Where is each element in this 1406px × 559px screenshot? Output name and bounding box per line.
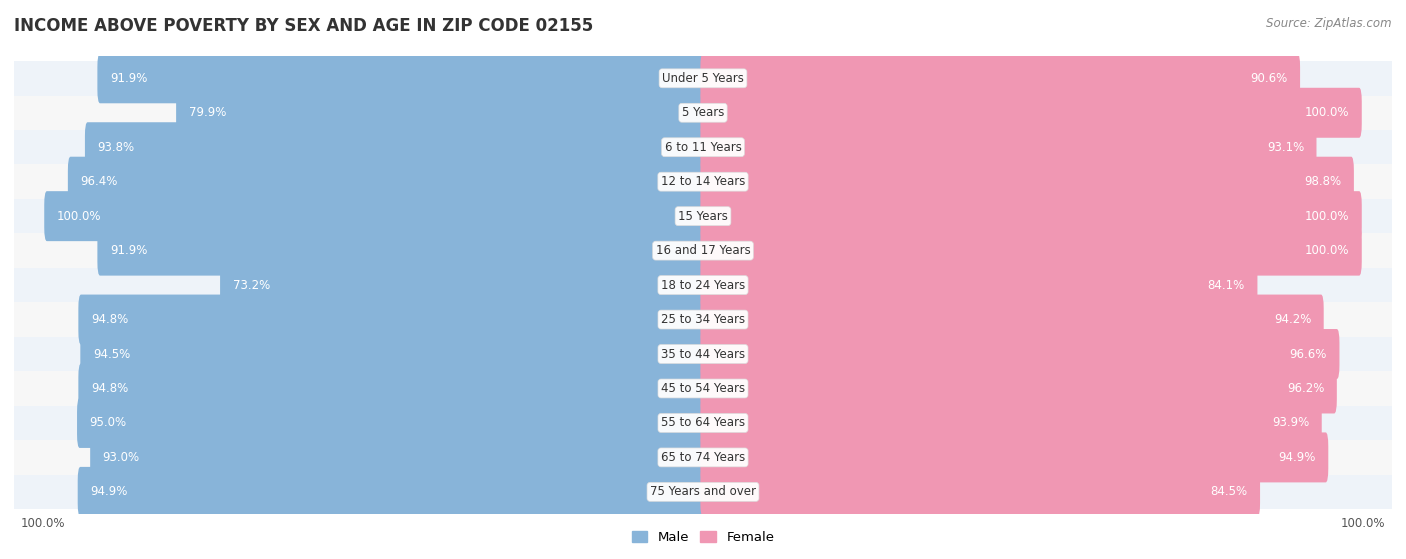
Text: 73.2%: 73.2%: [232, 278, 270, 292]
Text: 100.0%: 100.0%: [21, 517, 65, 530]
Text: 84.1%: 84.1%: [1208, 278, 1244, 292]
Text: 79.9%: 79.9%: [188, 106, 226, 119]
Bar: [0, 61, 1406, 96]
Text: 55 to 64 Years: 55 to 64 Years: [661, 416, 745, 429]
Text: 90.6%: 90.6%: [1250, 72, 1288, 85]
FancyBboxPatch shape: [77, 398, 706, 448]
Text: 100.0%: 100.0%: [1305, 106, 1350, 119]
FancyBboxPatch shape: [79, 363, 706, 414]
FancyBboxPatch shape: [700, 363, 1337, 414]
Text: 94.9%: 94.9%: [90, 485, 128, 499]
FancyBboxPatch shape: [700, 398, 1322, 448]
Text: 91.9%: 91.9%: [110, 244, 148, 257]
Text: 94.8%: 94.8%: [91, 382, 128, 395]
FancyBboxPatch shape: [700, 467, 1260, 517]
FancyBboxPatch shape: [90, 433, 706, 482]
Text: 96.6%: 96.6%: [1289, 348, 1327, 361]
Bar: [0, 302, 1406, 337]
Text: 18 to 24 Years: 18 to 24 Years: [661, 278, 745, 292]
Bar: [0, 268, 1406, 302]
FancyBboxPatch shape: [700, 53, 1301, 103]
Bar: [0, 406, 1406, 440]
FancyBboxPatch shape: [44, 191, 706, 241]
FancyBboxPatch shape: [700, 88, 1362, 138]
Text: 75 Years and over: 75 Years and over: [650, 485, 756, 499]
Text: Source: ZipAtlas.com: Source: ZipAtlas.com: [1267, 17, 1392, 30]
Bar: [0, 199, 1406, 234]
Text: 96.2%: 96.2%: [1286, 382, 1324, 395]
FancyBboxPatch shape: [700, 295, 1323, 344]
FancyBboxPatch shape: [700, 329, 1340, 379]
Text: INCOME ABOVE POVERTY BY SEX AND AGE IN ZIP CODE 02155: INCOME ABOVE POVERTY BY SEX AND AGE IN Z…: [14, 17, 593, 35]
FancyBboxPatch shape: [84, 122, 706, 172]
Legend: Male, Female: Male, Female: [626, 525, 780, 549]
Bar: [0, 475, 1406, 509]
Text: 94.8%: 94.8%: [91, 313, 128, 326]
Bar: [0, 130, 1406, 164]
Text: 6 to 11 Years: 6 to 11 Years: [665, 141, 741, 154]
Text: Under 5 Years: Under 5 Years: [662, 72, 744, 85]
Text: 93.0%: 93.0%: [103, 451, 139, 464]
Text: 93.1%: 93.1%: [1267, 141, 1303, 154]
Text: 100.0%: 100.0%: [1305, 244, 1350, 257]
Bar: [0, 337, 1406, 371]
Bar: [0, 164, 1406, 199]
Text: 93.8%: 93.8%: [97, 141, 135, 154]
Bar: [0, 371, 1406, 406]
Text: 12 to 14 Years: 12 to 14 Years: [661, 175, 745, 188]
Text: 96.4%: 96.4%: [80, 175, 118, 188]
Text: 94.2%: 94.2%: [1274, 313, 1312, 326]
FancyBboxPatch shape: [700, 260, 1257, 310]
Text: 65 to 74 Years: 65 to 74 Years: [661, 451, 745, 464]
Text: 100.0%: 100.0%: [1341, 517, 1385, 530]
Text: 25 to 34 Years: 25 to 34 Years: [661, 313, 745, 326]
Text: 95.0%: 95.0%: [90, 416, 127, 429]
FancyBboxPatch shape: [77, 467, 706, 517]
FancyBboxPatch shape: [700, 122, 1316, 172]
Text: 100.0%: 100.0%: [1305, 210, 1350, 222]
FancyBboxPatch shape: [700, 157, 1354, 207]
Text: 84.5%: 84.5%: [1211, 485, 1247, 499]
Text: 91.9%: 91.9%: [110, 72, 148, 85]
FancyBboxPatch shape: [79, 295, 706, 344]
FancyBboxPatch shape: [700, 226, 1362, 276]
Text: 16 and 17 Years: 16 and 17 Years: [655, 244, 751, 257]
FancyBboxPatch shape: [176, 88, 706, 138]
Text: 98.8%: 98.8%: [1305, 175, 1341, 188]
Text: 45 to 54 Years: 45 to 54 Years: [661, 382, 745, 395]
FancyBboxPatch shape: [700, 433, 1329, 482]
Text: 94.5%: 94.5%: [93, 348, 129, 361]
FancyBboxPatch shape: [221, 260, 706, 310]
Text: 35 to 44 Years: 35 to 44 Years: [661, 348, 745, 361]
Text: 94.9%: 94.9%: [1278, 451, 1316, 464]
FancyBboxPatch shape: [700, 191, 1362, 241]
Bar: [0, 96, 1406, 130]
Text: 15 Years: 15 Years: [678, 210, 728, 222]
FancyBboxPatch shape: [97, 226, 706, 276]
FancyBboxPatch shape: [97, 53, 706, 103]
Text: 100.0%: 100.0%: [56, 210, 101, 222]
FancyBboxPatch shape: [80, 329, 706, 379]
Text: 5 Years: 5 Years: [682, 106, 724, 119]
FancyBboxPatch shape: [67, 157, 706, 207]
Text: 93.9%: 93.9%: [1272, 416, 1309, 429]
Bar: [0, 440, 1406, 475]
Bar: [0, 234, 1406, 268]
